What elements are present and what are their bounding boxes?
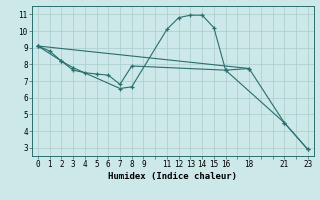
- X-axis label: Humidex (Indice chaleur): Humidex (Indice chaleur): [108, 172, 237, 181]
